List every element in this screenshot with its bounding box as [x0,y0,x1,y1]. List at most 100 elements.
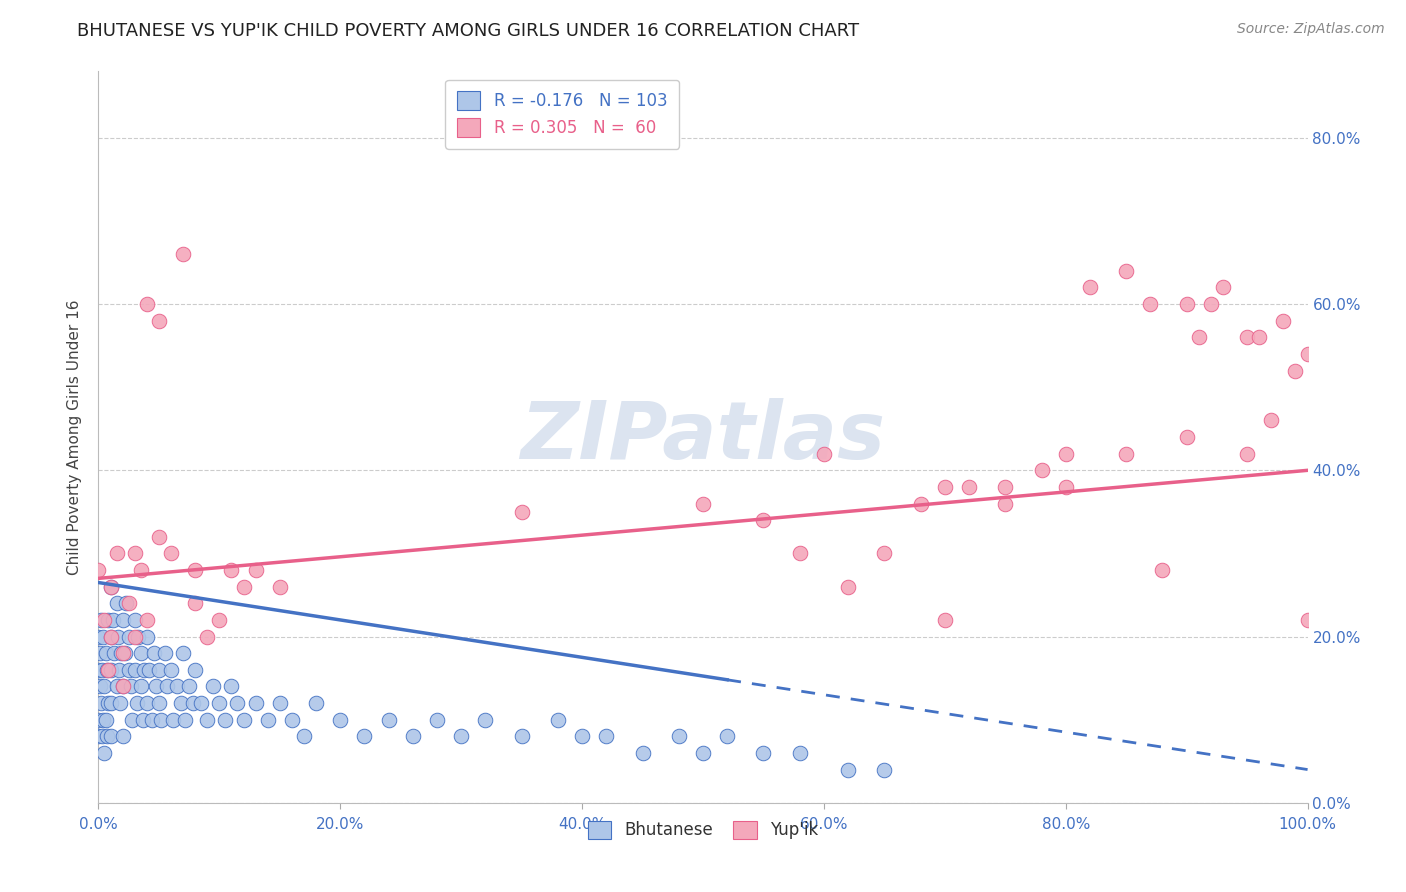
Point [105,546,128,560]
Point [135,297,157,311]
Point [156,680,179,694]
Point [100,696,122,710]
Point [934,613,956,627]
Point [1054,480,1077,494]
Point [150,713,173,727]
Point [110,646,132,660]
Point [245,696,267,710]
Point [353,729,375,743]
Point [426,713,449,727]
Point [172,247,194,261]
Point [100,580,122,594]
Point [138,663,160,677]
Point [547,713,569,727]
Point [179,680,201,694]
Point [124,546,146,560]
Point [118,663,141,677]
Text: BHUTANESE VS YUP'IK CHILD POVERTY AMONG GIRLS UNDER 16 CORRELATION CHART: BHUTANESE VS YUP'IK CHILD POVERTY AMONG … [77,22,859,40]
Point [668,729,690,743]
Point [145,680,167,694]
Point [91,630,114,644]
Point [1296,613,1319,627]
Point [108,663,131,677]
Point [1115,264,1137,278]
Point [103,646,125,660]
Point [873,763,896,777]
Point [174,713,197,727]
Point [1031,463,1053,477]
Text: Source: ZipAtlas.com: Source: ZipAtlas.com [1237,22,1385,37]
Point [1296,347,1319,361]
Point [118,630,141,644]
Point [153,646,176,660]
Point [910,497,932,511]
Point [190,696,212,710]
Point [1078,280,1101,294]
Point [245,563,267,577]
Point [87,630,110,644]
Point [100,630,122,644]
Point [269,580,291,594]
Point [132,713,155,727]
Point [789,546,811,560]
Point [97,696,120,710]
Point [101,613,124,627]
Point [107,630,129,644]
Point [692,497,714,511]
Point [221,680,243,694]
Point [1236,330,1258,344]
Point [1284,363,1306,377]
Point [120,680,142,694]
Point [94,713,117,727]
Point [100,630,122,644]
Point [160,663,183,677]
Point [172,646,194,660]
Point [195,630,218,644]
Point [226,696,249,710]
Point [184,663,207,677]
Point [105,680,128,694]
Point [124,663,146,677]
Point [87,663,110,677]
Point [873,546,896,560]
Point [129,680,152,694]
Point [89,646,111,660]
Point [90,696,112,710]
Point [148,314,170,328]
Point [402,729,425,743]
Point [474,713,496,727]
Point [195,713,218,727]
Point [96,729,118,743]
Point [114,646,136,660]
Point [510,505,533,519]
Point [148,696,170,710]
Point [934,480,956,494]
Point [181,696,204,710]
Point [93,613,115,627]
Point [162,713,184,727]
Point [571,729,593,743]
Point [111,680,134,694]
Point [100,729,122,743]
Point [1054,447,1077,461]
Point [87,563,110,577]
Point [143,646,166,660]
Point [93,746,115,760]
Point [281,713,304,727]
Point [1115,447,1137,461]
Point [100,663,122,677]
Point [329,713,352,727]
Point [97,613,120,627]
Point [166,680,188,694]
Point [135,613,157,627]
Point [1139,297,1161,311]
Point [692,746,714,760]
Point [89,680,111,694]
Point [127,696,149,710]
Point [148,530,170,544]
Point [813,447,835,461]
Point [96,663,118,677]
Point [510,729,533,743]
Point [111,613,134,627]
Point [184,596,207,610]
